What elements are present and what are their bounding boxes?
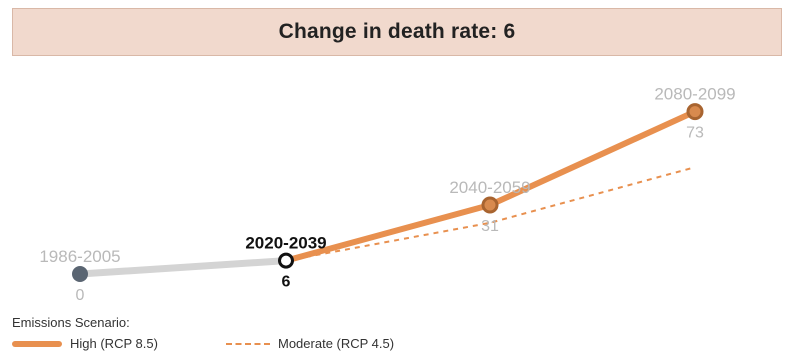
- data-point-3: [686, 103, 704, 121]
- points-layer: [72, 103, 704, 282]
- death-rate-chart: 1986-2005 0 2020-2039 6 2040-2059 31 2080-2099…: [39, 85, 735, 304]
- legend-label-high: High (RCP 8.5): [70, 336, 158, 351]
- labels-layer: 1986-2005 0 2020-2039 6 2040-2059 31 2080-2099…: [39, 85, 735, 304]
- header-title: Change in death rate: 6: [278, 20, 516, 43]
- data-point-0: [72, 266, 88, 282]
- value-label-1: 6: [282, 274, 291, 291]
- data-point-2: [481, 196, 499, 214]
- historical-line: [76, 257, 290, 278]
- period-label-3: 2080-2099: [654, 85, 735, 104]
- legend: Emissions Scenario: High (RCP 8.5) Moder…: [12, 312, 572, 356]
- legend-item-moderate[interactable]: Moderate (RCP 4.5): [226, 336, 394, 351]
- legend-title: Emissions Scenario:: [12, 315, 130, 330]
- legend-label-moderate: Moderate (RCP 4.5): [278, 336, 395, 351]
- period-label-1: 2020-2039: [245, 234, 326, 253]
- period-label-0: 1986-2005: [39, 247, 120, 266]
- value-label-0: 0: [76, 287, 85, 304]
- legend-swatch-moderate: [226, 342, 270, 345]
- data-point-1: [278, 252, 294, 269]
- value-label-3: 73: [686, 125, 704, 142]
- lines-layer: [76, 108, 698, 278]
- value-label-2: 31: [481, 218, 499, 235]
- legend-item-high[interactable]: High (RCP 8.5): [12, 336, 158, 351]
- header-banner: Change in death rate: 6: [12, 8, 782, 56]
- period-label-2: 2040-2059: [449, 178, 530, 197]
- legend-swatch-high: [12, 340, 62, 347]
